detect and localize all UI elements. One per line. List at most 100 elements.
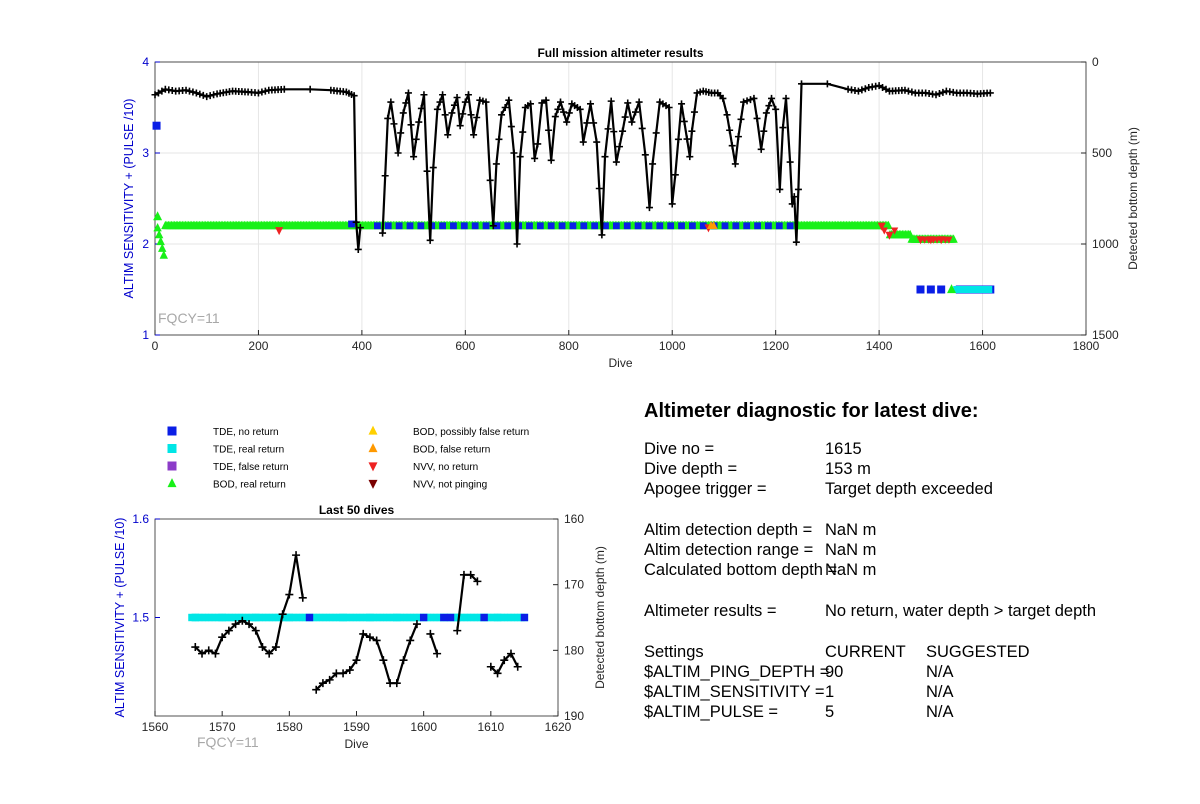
- depth-marker: [939, 88, 947, 96]
- depth-marker: [935, 90, 943, 98]
- setting-current: 90: [825, 663, 844, 681]
- legend-marker: [368, 479, 378, 489]
- depth-marker: [579, 138, 587, 146]
- depth-marker: [587, 100, 595, 108]
- depth-marker: [182, 86, 190, 94]
- tde-no-return-marker: [536, 222, 544, 230]
- tde-no-return-marker: [721, 222, 729, 230]
- depth-marker: [565, 109, 573, 117]
- bod-real-return-marker: [884, 220, 893, 230]
- tde-no-return-marker: [348, 220, 355, 228]
- legend-label: NVV, no return: [413, 462, 478, 473]
- depth-marker: [792, 238, 800, 246]
- dive-depth-row: Dive depth = 153 m: [644, 459, 1184, 479]
- settings-header-row: Settings CURRENT SUGGESTED: [644, 642, 1184, 662]
- results-value: No return, water depth > target depth: [825, 602, 1097, 620]
- tde-no-return-marker: [384, 222, 392, 230]
- tde-real-return-marker: [493, 613, 502, 622]
- depth-marker: [593, 138, 601, 146]
- depth-marker: [352, 218, 360, 226]
- suggested-header: SUGGESTED: [926, 643, 1030, 661]
- y-tick-label: 4: [142, 55, 149, 69]
- depth-marker: [189, 88, 197, 96]
- x-tick-label: 200: [248, 339, 268, 353]
- x-tick-label: 1570: [209, 720, 236, 734]
- apogee-row: Apogee trigger = Target depth exceeded: [644, 479, 1184, 499]
- x-tick-label: 1620: [545, 720, 572, 734]
- tde-no-return-marker: [547, 222, 555, 230]
- tde-no-return-marker: [645, 222, 653, 230]
- depth-marker: [464, 91, 472, 99]
- x-tick-label: 1800: [1073, 339, 1100, 353]
- depth-marker: [563, 118, 571, 126]
- depth-marker: [402, 99, 410, 107]
- current-header: CURRENT: [825, 643, 906, 661]
- last-50-dives-chart: 1560 1570 1580 1590 1600 1610 1620 1.5 1.6 160 170…: [113, 503, 607, 751]
- depth-marker: [473, 577, 482, 586]
- tde-no-return-marker: [667, 222, 675, 230]
- depth-marker: [298, 593, 307, 602]
- setting-name: $ALTIM_PING_DEPTH =: [644, 663, 830, 681]
- depth-marker: [621, 113, 629, 121]
- depth-marker: [583, 119, 591, 127]
- tde-real-return-marker: [366, 613, 374, 622]
- depth-marker: [350, 92, 358, 100]
- depth-marker: [489, 222, 497, 230]
- depth-marker: [619, 127, 627, 135]
- depth-marker: [790, 193, 798, 201]
- depth-marker: [498, 111, 506, 119]
- depth-marker: [399, 109, 407, 117]
- depth-marker: [354, 245, 362, 253]
- depth-marker: [278, 610, 287, 619]
- full-mission-chart: 0 200 400 600 800 1000 1200 1400 1600 1800 1 2 3 4 0 50…: [122, 46, 1140, 370]
- depth-marker: [513, 240, 521, 248]
- plot-frame: [154, 61, 1087, 336]
- depth-marker: [417, 104, 425, 112]
- tde-real-return-marker: [393, 613, 401, 622]
- depth-marker: [392, 679, 401, 688]
- depth-marker: [365, 633, 374, 642]
- x-tick-label: 800: [559, 339, 579, 353]
- depth-marker: [381, 172, 389, 180]
- depth-marker: [598, 231, 606, 239]
- tde-real-return-marker: [218, 613, 226, 622]
- depth-marker: [986, 89, 994, 97]
- tde-no-return-marker: [699, 222, 707, 230]
- x-tick-label: 1610: [477, 720, 504, 734]
- depth-marker: [404, 89, 412, 97]
- bod-real-return-marker: [158, 243, 167, 252]
- tde-no-return-marker: [493, 222, 501, 230]
- setting-suggested: N/A: [926, 703, 954, 721]
- bod-false-return-marker: [709, 221, 718, 229]
- tde-no-return-marker: [602, 222, 609, 230]
- dive-depth-label: Dive depth =: [644, 460, 738, 478]
- depth-marker: [379, 656, 388, 665]
- depth-marker: [325, 675, 334, 684]
- tde-real-return-marker: [339, 613, 347, 622]
- depth-marker: [854, 87, 862, 95]
- setting-name: $ALTIM_PULSE =: [644, 703, 779, 721]
- depth-marker: [607, 97, 615, 105]
- y2-tick-label: 500: [1092, 146, 1112, 160]
- depth-marker: [545, 126, 553, 134]
- depth-marker: [352, 656, 361, 665]
- depth-marker: [426, 629, 435, 638]
- setting-row-pulse: $ALTIM_PULSE = 5 N/A: [644, 702, 1184, 722]
- depth-marker: [218, 633, 227, 642]
- depth-marker: [505, 96, 513, 104]
- depth-marker: [823, 80, 831, 88]
- y2-axis-label: Detected bottom depth (m): [593, 546, 607, 689]
- depth-marker: [601, 153, 609, 161]
- depth-marker: [610, 128, 618, 136]
- depth-marker: [519, 128, 527, 136]
- depth-marker: [510, 149, 518, 157]
- tde-real-return-marker: [961, 286, 969, 293]
- depth-marker: [794, 185, 802, 193]
- depth-marker: [671, 171, 679, 179]
- setting-name: $ALTIM_SENSITIVITY =: [644, 683, 825, 701]
- depth-marker: [390, 120, 398, 128]
- depth-marker: [768, 94, 776, 102]
- depth-marker: [224, 626, 233, 635]
- depth-marker: [386, 679, 395, 688]
- depth-marker: [251, 626, 260, 635]
